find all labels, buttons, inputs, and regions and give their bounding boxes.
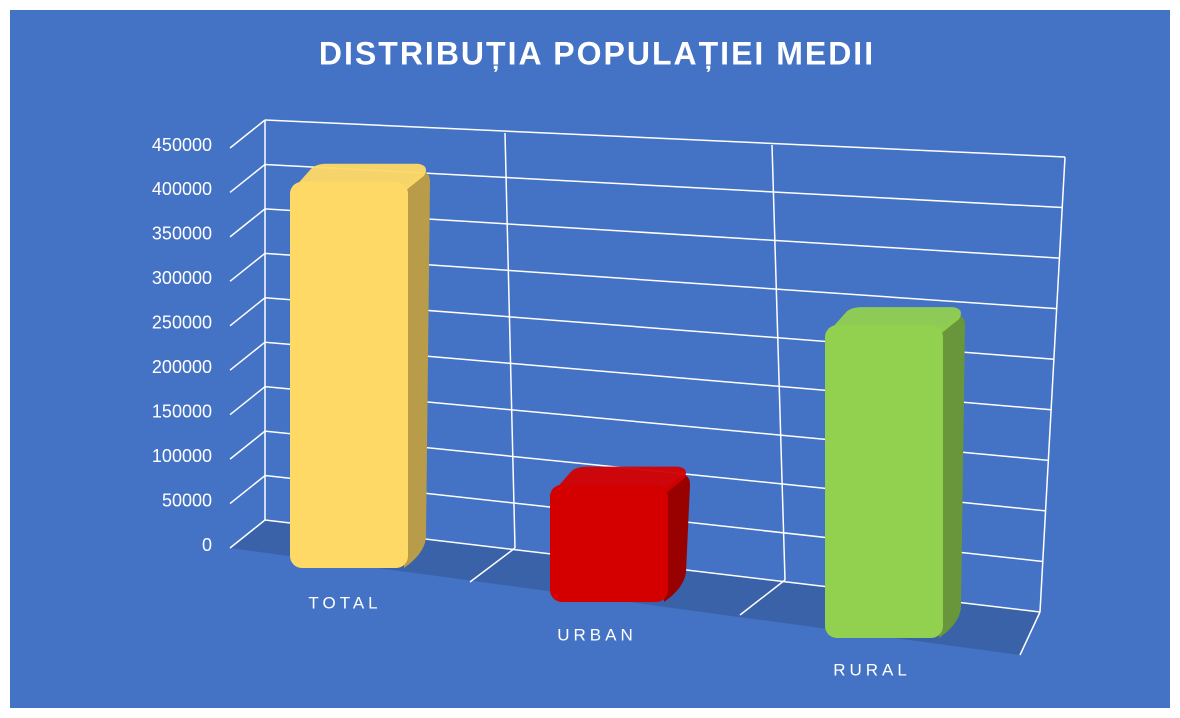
tick-mark	[229, 252, 266, 282]
tick-mark	[229, 430, 266, 460]
x-tick-label: TOTAL	[308, 593, 381, 612]
y-tick-label: 300000	[152, 268, 212, 288]
y-tick-label: 0	[202, 535, 212, 555]
y-tick-label: 400000	[152, 179, 212, 199]
tick-mark	[229, 474, 266, 505]
tick-mark	[229, 119, 266, 149]
y-tick-label: 100000	[152, 446, 212, 466]
x-tick-label: URBAN	[557, 625, 637, 644]
y-tick-label: 200000	[152, 357, 212, 377]
y-tick-label: 150000	[152, 401, 212, 421]
floor-divider	[469, 547, 516, 583]
tick-mark	[229, 341, 266, 371]
wall-divider	[504, 132, 516, 549]
tick-mark	[229, 519, 266, 549]
grid-line	[264, 119, 1066, 158]
floor-divider	[739, 579, 786, 616]
tick-mark	[229, 208, 266, 238]
y-tick-label: 450000	[152, 135, 212, 155]
bar	[825, 307, 965, 638]
tick-mark	[229, 297, 266, 327]
bar-front	[290, 181, 408, 568]
wall-divider	[771, 144, 786, 581]
bar-front	[825, 325, 943, 638]
bar	[290, 163, 430, 568]
tick-mark	[229, 386, 266, 416]
floor-edge	[1019, 611, 1041, 656]
y-tick-label: 250000	[152, 313, 212, 333]
y-tick-label: 50000	[162, 490, 212, 510]
tick-mark	[229, 163, 266, 194]
chart-title: DISTRIBUȚIA POPULAȚIEI MEDII	[319, 35, 875, 71]
wall-edge	[1039, 156, 1066, 613]
y-tick-label: 350000	[152, 224, 212, 244]
bar-front	[550, 484, 668, 602]
x-tick-label: RURAL	[833, 660, 911, 679]
bar	[550, 466, 690, 602]
